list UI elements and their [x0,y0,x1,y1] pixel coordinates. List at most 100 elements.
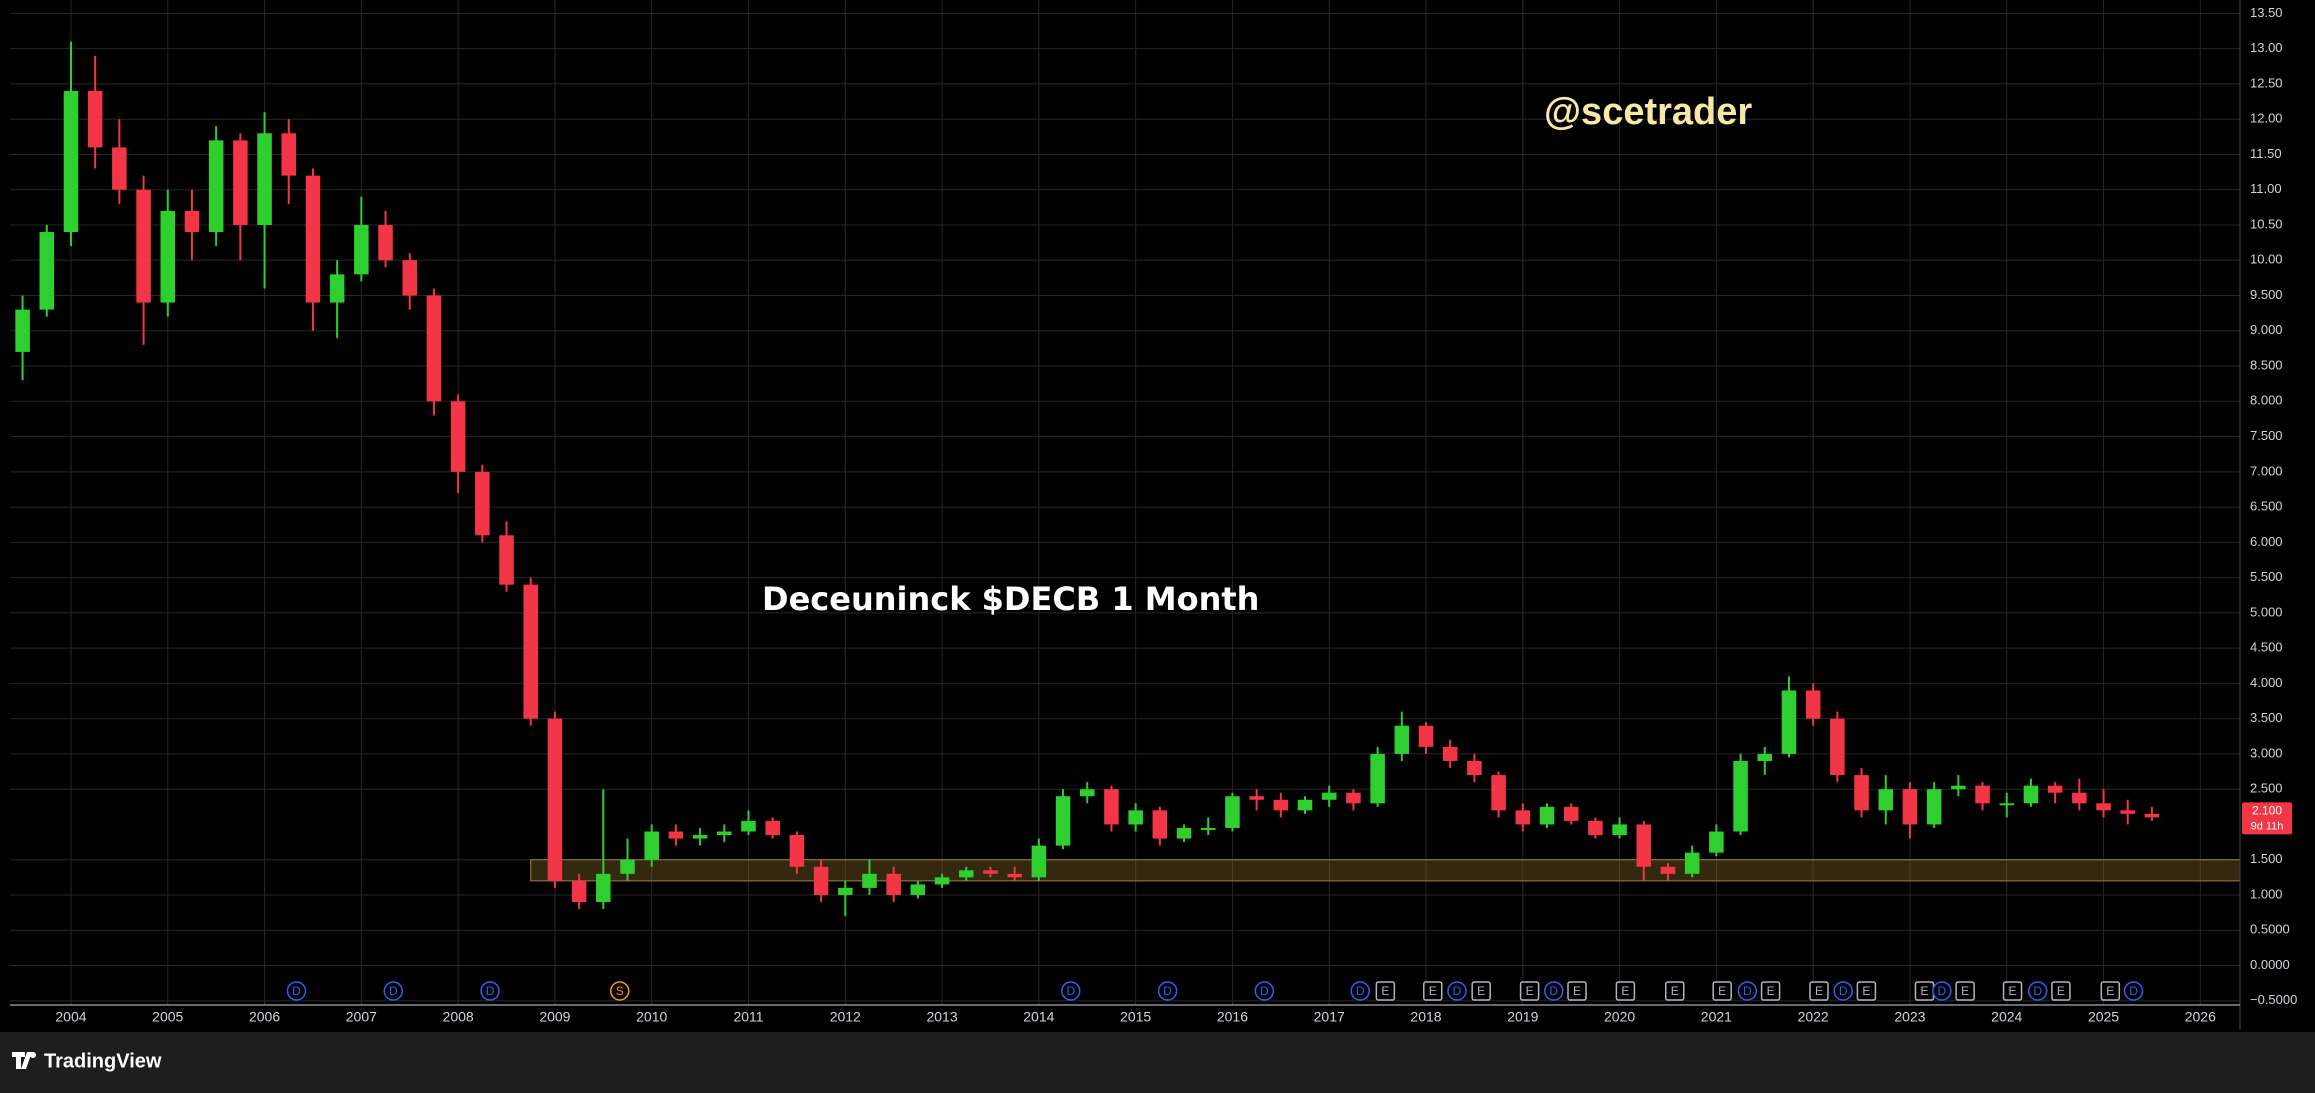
event-badge [1157,981,1178,1001]
candle-body [475,471,490,536]
event-label: D [1549,984,1558,998]
event-marker: D [1061,981,1081,1001]
x-tick-label: 2025 [2088,1009,2119,1025]
candle-body [1975,785,1990,804]
candle-body [1418,725,1434,747]
x-tick-label: 2007 [346,1009,377,1025]
candle-body [2096,803,2111,811]
candle-body [1225,796,1240,828]
event-label: D [1743,984,1752,998]
event-label: E [1621,984,1629,998]
watermark: @scetrader [1544,91,1752,133]
event-label: E [1920,984,1928,998]
event-marker: D [2123,981,2144,1001]
candle-body [620,859,635,874]
candle-body [644,831,659,860]
candle-body [1152,810,1168,839]
event-badge [1856,981,1877,1001]
candle-body [2072,792,2087,804]
countdown-label: 9d 11h [2251,820,2284,832]
candle-body [39,232,55,310]
candle-body [233,140,248,225]
event-badge [1737,981,1758,1001]
candle-body [1684,852,1700,874]
candle-body [354,224,369,275]
event-marker: D [1350,981,1370,1001]
candle-body [112,147,127,190]
y-tick-label: 9.500 [2250,287,2283,302]
y-tick-label: 9.000 [2250,322,2283,337]
candle-body [2144,813,2160,818]
candle-body [1757,753,1773,761]
candle-body [571,880,587,903]
event-marker: E [1856,981,1877,1001]
candle-body [1176,827,1192,839]
event-badge [1760,981,1781,1001]
event-marker: D [1157,981,1178,1001]
event-badge [1471,981,1491,1001]
candle-body [184,210,200,233]
event-marker: E [1375,981,1396,1001]
event-label: S [616,984,624,998]
logo-icon [12,1052,32,1069]
candle-body [1104,789,1119,825]
y-tick-label: 1.500 [2250,851,2283,866]
event-badge [2002,981,2023,1001]
candle-body [765,820,780,836]
candle-body [1805,690,1821,719]
candle-body [1781,690,1797,754]
candle-body [1370,753,1385,804]
y-tick-label: 2.500 [2250,781,2283,796]
candle-body [2023,785,2039,804]
candle-body [1491,775,1506,811]
event-label: D [1356,984,1365,998]
x-tick-label: 2010 [636,1009,667,1025]
x-tick-label: 2013 [926,1009,957,1025]
brand-logo: TradingView [12,1050,162,1072]
candle-body [1733,760,1748,832]
event-marker: D [286,981,307,1001]
y-tick-label: 4.000 [2250,675,2283,690]
brand-name: TradingView [44,1050,162,1072]
candle-body [1055,796,1071,846]
event-badge [2100,981,2121,1001]
candle-body [1830,718,1845,776]
candle-body [1346,792,1361,804]
event-badge [1350,981,1370,1001]
event-label: D [486,984,495,998]
event-badge [2027,981,2048,1001]
event-label: E [1671,984,1679,998]
event-badge [2051,981,2071,1001]
x-tick-label: 2024 [1991,1009,2022,1025]
candle-body [1660,866,1676,874]
candle-body [257,133,272,225]
y-tick-label: 13.50 [2250,5,2283,20]
candle-body [1297,799,1313,811]
candle-body [1539,806,1555,825]
x-tick-label: 2005 [152,1009,183,1025]
event-marker: E [1665,981,1685,1001]
event-badge [1375,981,1396,1001]
candle-body [1321,792,1337,800]
candle-body [402,260,417,296]
candle-body [886,873,901,895]
event-badge [1567,981,1587,1001]
candle-body [1563,806,1579,821]
candle-body [1394,725,1410,754]
event-badge [1544,981,1564,1001]
candle-body [1999,803,2014,806]
candle-body [426,295,442,402]
x-tick-label: 2026 [2185,1009,2216,1025]
event-label: E [1429,984,1437,998]
candle-body [789,835,805,867]
x-tick-label: 2018 [1410,1009,1441,1025]
candle-body [1588,820,1603,836]
event-badge [1932,981,1952,1001]
candle-body [692,835,708,839]
event-badge [1423,981,1443,1001]
event-marker: E [1615,981,1636,1001]
candle-body [208,140,224,233]
y-tick-label: 10.50 [2250,216,2283,231]
